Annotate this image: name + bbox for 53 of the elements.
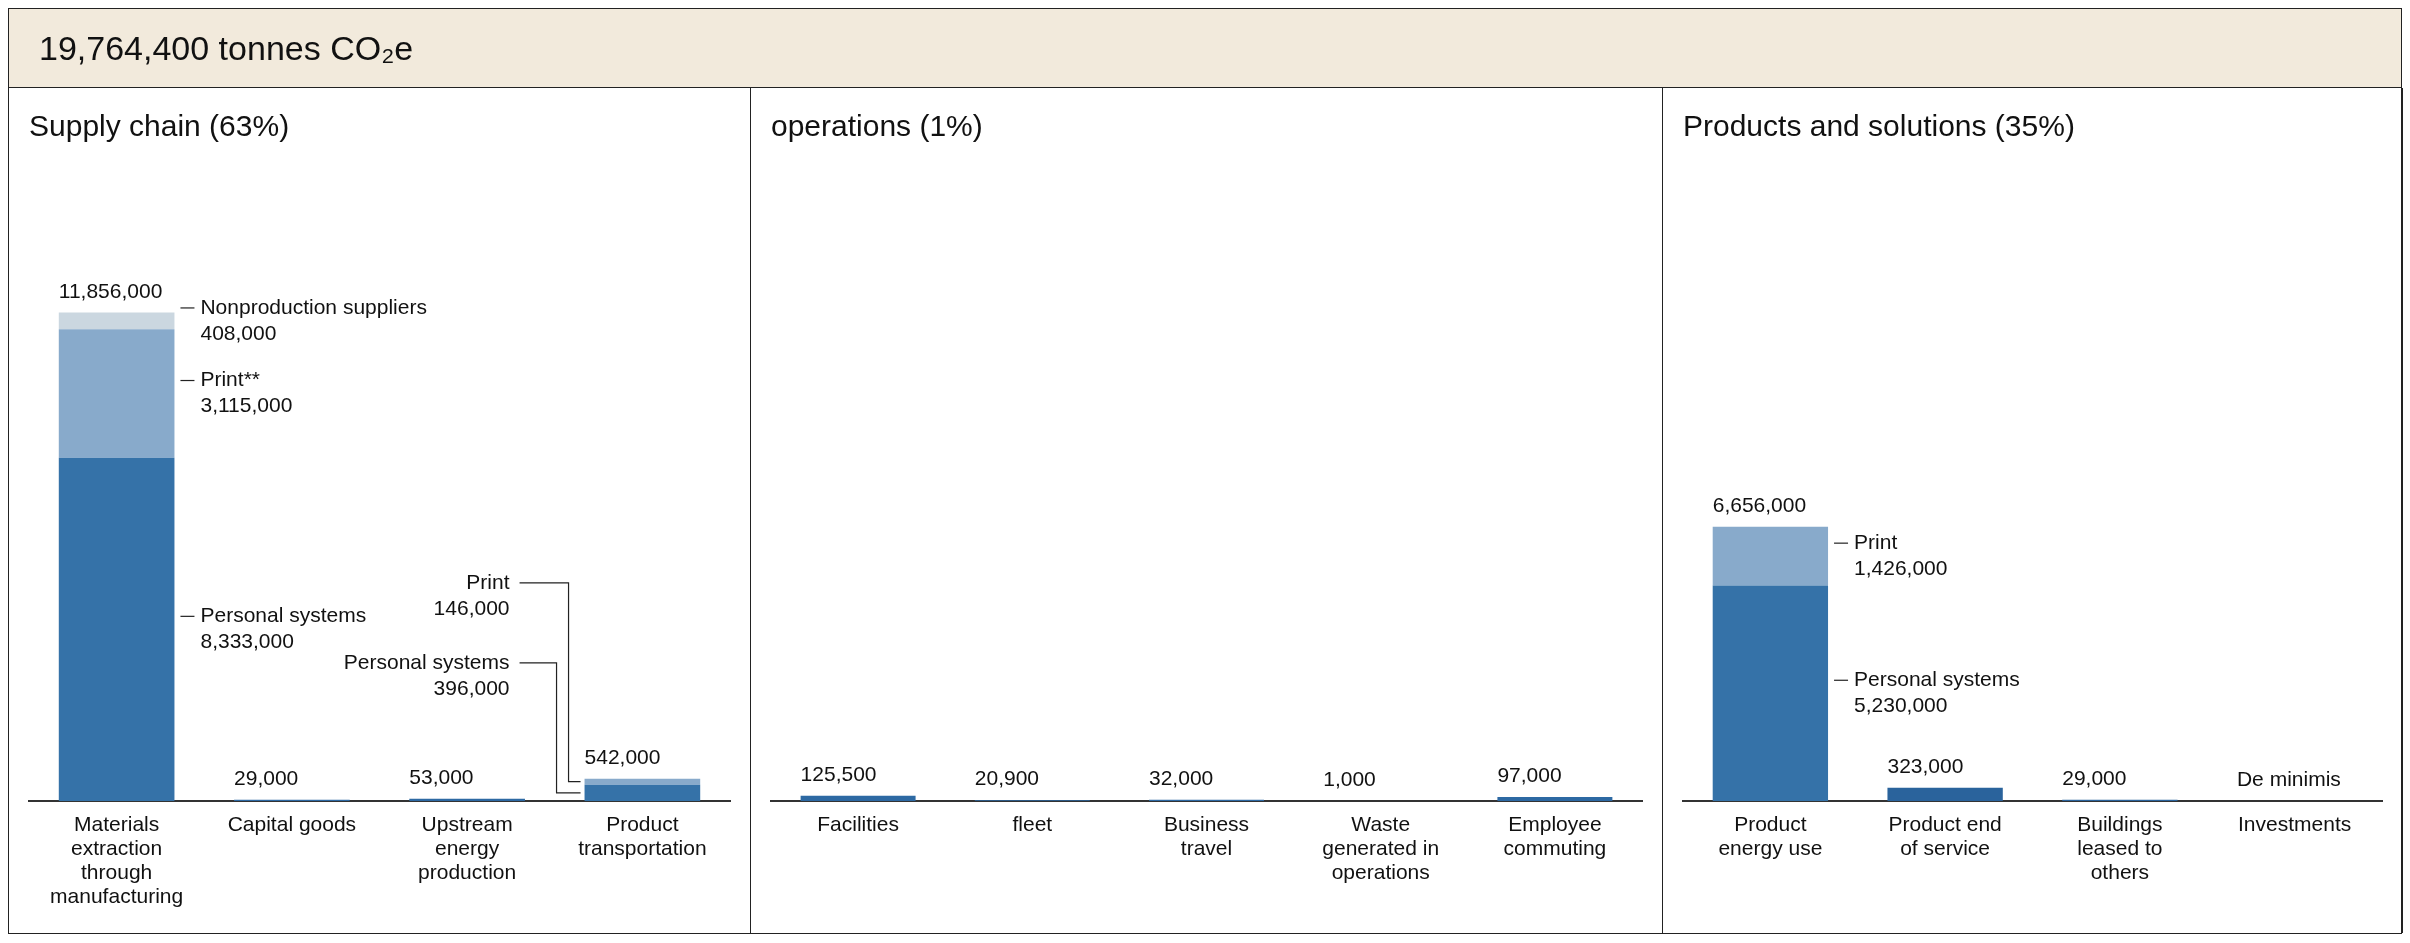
data-label: 97,000 [1497,763,1562,787]
text: 19,764,400 tonnes CO₂e [39,28,414,68]
data-label: 408,000 [200,320,277,344]
bar [584,778,701,785]
x-tick-label: Waste generated in operations [1322,811,1440,884]
bar [58,329,175,458]
bar [1887,787,2003,801]
text: Personal systems [343,649,510,673]
bar [58,457,175,801]
bar [409,798,525,801]
total-label: 542,000 [584,744,661,768]
total-label: 11,856,000 [58,278,163,302]
x-tick-label: Product end of service [1888,811,2002,860]
data-label: 1,426,000 [1854,555,1948,579]
total-label: 6,656,000 [1712,493,1807,517]
text: Print [466,569,510,593]
data-label: 146,000 [433,595,510,619]
x-tick-label: Employee commuting [1503,811,1607,860]
data-label: 8,333,000 [200,629,294,653]
data-label: 396,000 [433,675,510,699]
data-label: 29,000 [234,766,299,790]
series-label: Personal systems [200,603,367,627]
data-label: 53,000 [409,765,474,789]
x-tick-label: Upstream energy production [418,811,517,884]
x-tick-label: Product energy use [1718,811,1823,860]
x-tick-label: Product transportation [578,811,707,860]
data-label: 323,000 [1887,753,1964,777]
x-tick-label: fleet [1012,811,1053,835]
series-label: Personal systems [1854,667,2020,691]
data-label: 1,000 [1323,767,1376,791]
x-tick-label: Investments [2238,811,2352,835]
bar [1712,585,1829,801]
data-label: 5,230,000 [1854,693,1948,717]
text: De minimis [2236,767,2341,791]
x-tick-label: Facilities [817,811,899,835]
bar [58,312,175,330]
series-label: Print [1854,529,1898,553]
data-label: 29,000 [2062,766,2127,790]
series-label: Nonproduction suppliers [200,294,427,318]
data-label: 3,115,000 [200,393,293,417]
data-label: 32,000 [1149,765,1214,789]
x-tick-label: Buildings leased to others [2077,811,2163,884]
bar [584,784,701,801]
chart-title: Supply chain (63%) [29,109,290,143]
chart-title: operations (1%) [771,109,983,143]
chart-title: Products and solutions (35%) [1683,109,2075,143]
data-label: 20,900 [974,766,1040,790]
x-tick-label: Business travel [1163,811,1250,860]
x-tick-label: Capital goods [227,811,357,835]
x-tick-label: Materials extraction through manufacturing [50,811,184,908]
series-label: Print** [200,367,260,391]
data-label: 125,500 [800,762,877,786]
bar [1712,526,1829,586]
